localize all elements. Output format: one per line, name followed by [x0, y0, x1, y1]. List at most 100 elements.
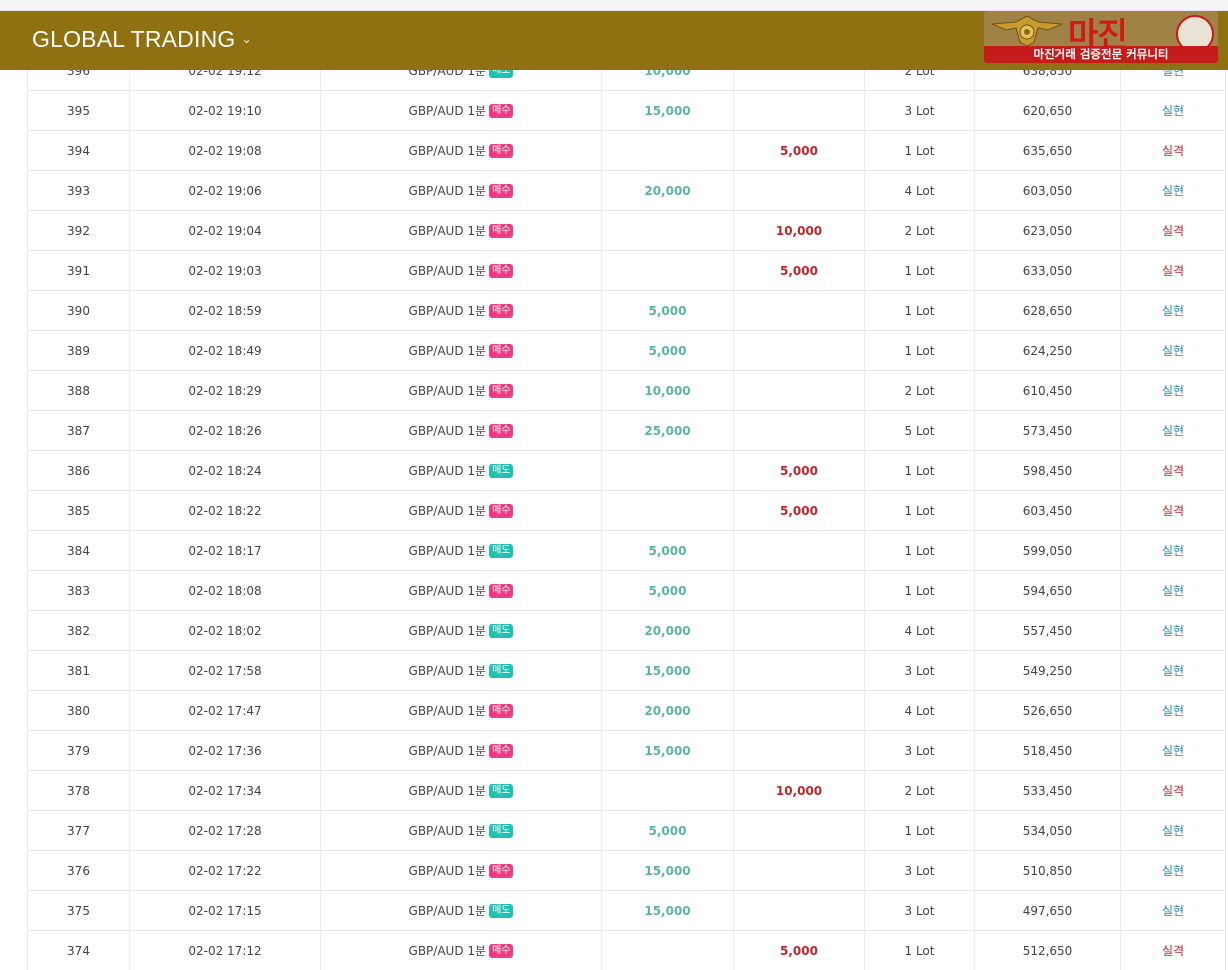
trade-number-cell: 386	[28, 451, 130, 490]
table-row[interactable]: 379 02-02 17:36 GBP/AUD 1분 매수 15,000 3 Lot 518…	[28, 731, 1225, 771]
trade-item-cell: GBP/AUD 1분 매도	[321, 811, 602, 850]
balance: 624,250	[1022, 343, 1073, 358]
result-status-cell: 실격	[1121, 211, 1225, 250]
table-row[interactable]: 378 02-02 17:34 GBP/AUD 1분 매도 10,000 2 Lot 533…	[28, 771, 1225, 811]
trade-number-cell: 376	[28, 851, 130, 890]
lot-size-cell: 1 Lot	[865, 451, 975, 490]
trade-item-cell: GBP/AUD 1분 매수	[321, 691, 602, 730]
table-row[interactable]: 375 02-02 17:15 GBP/AUD 1분 매도 15,000 3 Lot 497…	[28, 891, 1225, 931]
sell-badge: 매도	[489, 463, 514, 478]
trade-number-cell: 377	[28, 811, 130, 850]
profit-amount-cell	[602, 491, 734, 530]
trade-item-cell: GBP/AUD 1분 매수	[321, 251, 602, 290]
lot-size-cell: 2 Lot	[865, 371, 975, 410]
balance-cell: 557,450	[975, 611, 1121, 650]
community-logo[interactable]: 마진 마진거래 검증전문 커뮤니티	[984, 11, 1218, 63]
lot-size: 1 Lot	[904, 263, 935, 278]
profit-amount: 5,000	[648, 343, 687, 358]
trade-number-cell: 390	[28, 291, 130, 330]
lot-size-cell: 3 Lot	[865, 91, 975, 130]
loss-amount-cell	[734, 691, 865, 730]
trade-number: 395	[67, 103, 90, 118]
trade-item-cell: GBP/AUD 1분 매도	[321, 531, 602, 570]
result-status-cell: 실격	[1121, 131, 1225, 170]
trade-number-cell: 391	[28, 251, 130, 290]
loss-amount-cell	[734, 91, 865, 130]
table-row[interactable]: 374 02-02 17:12 GBP/AUD 1분 매수 5,000 1 Lot 512,…	[28, 931, 1225, 970]
trade-item: GBP/AUD 1분	[408, 864, 487, 878]
loss-amount-cell	[734, 51, 865, 90]
trade-item: GBP/AUD 1분	[408, 104, 487, 118]
trade-number: 378	[67, 783, 90, 798]
trade-time: 02-02 17:34	[188, 783, 262, 798]
profit-amount-cell: 15,000	[602, 891, 734, 930]
trade-number: 393	[67, 183, 90, 198]
table-row[interactable]: 389 02-02 18:49 GBP/AUD 1분 매수 5,000 1 Lot 624,…	[28, 331, 1225, 371]
table-row[interactable]: 382 02-02 18:02 GBP/AUD 1분 매도 20,000 4 Lot 557…	[28, 611, 1225, 651]
trade-number-cell: 394	[28, 131, 130, 170]
trade-number: 380	[67, 703, 90, 718]
trade-number: 389	[67, 343, 90, 358]
table-row[interactable]: 381 02-02 17:58 GBP/AUD 1분 매도 15,000 3 Lot 549…	[28, 651, 1225, 691]
table-row[interactable]: 393 02-02 19:06 GBP/AUD 1분 매수 20,000 4 Lot 603…	[28, 171, 1225, 211]
table-row[interactable]: 385 02-02 18:22 GBP/AUD 1분 매수 5,000 1 Lot 603,…	[28, 491, 1225, 531]
trade-number: 383	[67, 583, 90, 598]
result-status-cell: 실현	[1121, 291, 1225, 330]
trade-number: 382	[67, 623, 90, 638]
profit-amount: 5,000	[648, 583, 687, 598]
trade-time-cell: 02-02 17:47	[130, 691, 321, 730]
balance-cell: 518,450	[975, 731, 1121, 770]
result-status: 실현	[1161, 304, 1185, 318]
table-row[interactable]: 392 02-02 19:04 GBP/AUD 1분 매수 10,000 2 Lot 623…	[28, 211, 1225, 251]
table-row[interactable]: 380 02-02 17:47 GBP/AUD 1분 매수 20,000 4 Lot 526…	[28, 691, 1225, 731]
result-status: 실현	[1161, 864, 1185, 878]
profit-amount: 15,000	[644, 863, 691, 878]
profit-amount-cell	[602, 931, 734, 970]
trade-number: 391	[67, 263, 90, 278]
result-status-cell: 실현	[1121, 331, 1225, 370]
loss-amount-cell	[734, 571, 865, 610]
result-status: 실현	[1161, 704, 1185, 718]
result-status: 실격	[1161, 504, 1185, 518]
table-row[interactable]: 390 02-02 18:59 GBP/AUD 1분 매수 5,000 1 Lot 628,…	[28, 291, 1225, 331]
trade-time: 02-02 17:15	[188, 903, 262, 918]
site-title-dropdown[interactable]: GLOBAL TRADING ⌄	[32, 26, 252, 53]
lot-size-cell: 4 Lot	[865, 171, 975, 210]
trade-item-cell: GBP/AUD 1분 매수	[321, 931, 602, 970]
result-status-cell: 실현	[1121, 411, 1225, 450]
result-status-cell: 실현	[1121, 371, 1225, 410]
trade-item: GBP/AUD 1분	[408, 304, 487, 318]
loss-amount-cell	[734, 731, 865, 770]
lot-size-cell: 3 Lot	[865, 851, 975, 890]
loss-amount: 5,000	[780, 943, 818, 958]
table-row[interactable]: 383 02-02 18:08 GBP/AUD 1분 매수 5,000 1 Lot 594,…	[28, 571, 1225, 611]
table-row[interactable]: 386 02-02 18:24 GBP/AUD 1분 매도 5,000 1 Lot 598,…	[28, 451, 1225, 491]
result-status: 실격	[1161, 224, 1185, 238]
result-status: 실격	[1161, 264, 1185, 278]
table-row[interactable]: 387 02-02 18:26 GBP/AUD 1분 매수 25,000 5 Lot 573…	[28, 411, 1225, 451]
balance-cell: 603,450	[975, 491, 1121, 530]
table-row[interactable]: 394 02-02 19:08 GBP/AUD 1분 매수 5,000 1 Lot 635,…	[28, 131, 1225, 171]
trade-number-cell: 384	[28, 531, 130, 570]
table-row[interactable]: 376 02-02 17:22 GBP/AUD 1분 매수 15,000 3 Lot 510…	[28, 851, 1225, 891]
table-row[interactable]: 388 02-02 18:29 GBP/AUD 1분 매수 10,000 2 Lot 610…	[28, 371, 1225, 411]
site-title: GLOBAL TRADING	[32, 26, 236, 52]
trade-number-cell: 387	[28, 411, 130, 450]
table-row[interactable]: 377 02-02 17:28 GBP/AUD 1분 매도 5,000 1 Lot 534,…	[28, 811, 1225, 851]
loss-amount-cell	[734, 531, 865, 570]
profit-amount-cell: 5,000	[602, 571, 734, 610]
trade-time: 02-02 17:22	[188, 863, 262, 878]
trade-time: 02-02 18:17	[188, 543, 262, 558]
trade-number-cell: 379	[28, 731, 130, 770]
table-row[interactable]: 395 02-02 19:10 GBP/AUD 1분 매수 15,000 3 Lot 620…	[28, 91, 1225, 131]
balance: 497,650	[1022, 903, 1073, 918]
trade-item: GBP/AUD 1분	[408, 624, 487, 638]
trade-item-cell: GBP/AUD 1분 매수	[321, 291, 602, 330]
table-row[interactable]: 391 02-02 19:03 GBP/AUD 1분 매수 5,000 1 Lot 633,…	[28, 251, 1225, 291]
balance: 603,450	[1022, 503, 1073, 518]
profit-amount-cell: 15,000	[602, 91, 734, 130]
profit-amount-cell	[602, 211, 734, 250]
trade-item-cell: GBP/AUD 1분 매도	[321, 771, 602, 810]
trade-time-cell: 02-02 18:24	[130, 451, 321, 490]
table-row[interactable]: 384 02-02 18:17 GBP/AUD 1분 매도 5,000 1 Lot 599,…	[28, 531, 1225, 571]
